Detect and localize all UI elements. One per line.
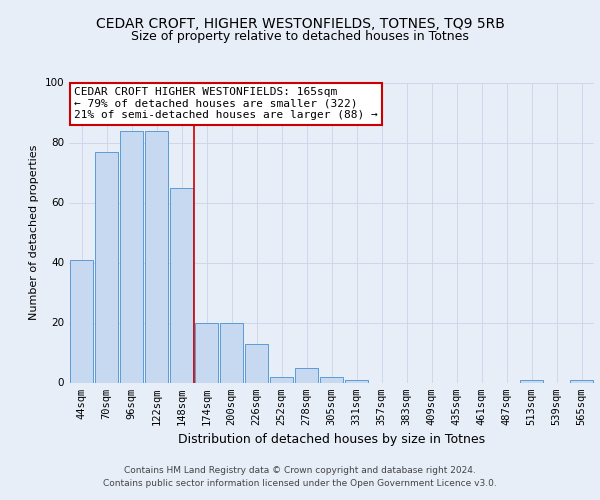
Y-axis label: Number of detached properties: Number of detached properties	[29, 145, 39, 320]
Bar	[320, 376, 343, 382]
Text: CEDAR CROFT HIGHER WESTONFIELDS: 165sqm
← 79% of detached houses are smaller (32: CEDAR CROFT HIGHER WESTONFIELDS: 165sqm …	[74, 87, 378, 120]
Bar	[220, 322, 244, 382]
X-axis label: Distribution of detached houses by size in Totnes: Distribution of detached houses by size …	[178, 433, 485, 446]
Bar	[520, 380, 544, 382]
Text: Size of property relative to detached houses in Totnes: Size of property relative to detached ho…	[131, 30, 469, 43]
Bar	[344, 380, 368, 382]
Bar	[269, 376, 293, 382]
Bar	[145, 130, 169, 382]
Bar	[95, 152, 118, 382]
Bar	[194, 322, 218, 382]
Bar	[170, 188, 193, 382]
Text: Contains HM Land Registry data © Crown copyright and database right 2024.
Contai: Contains HM Land Registry data © Crown c…	[103, 466, 497, 487]
Bar	[295, 368, 319, 382]
Bar	[119, 130, 143, 382]
Bar	[569, 380, 593, 382]
Text: CEDAR CROFT, HIGHER WESTONFIELDS, TOTNES, TQ9 5RB: CEDAR CROFT, HIGHER WESTONFIELDS, TOTNES…	[95, 18, 505, 32]
Bar	[70, 260, 94, 382]
Bar	[245, 344, 268, 382]
